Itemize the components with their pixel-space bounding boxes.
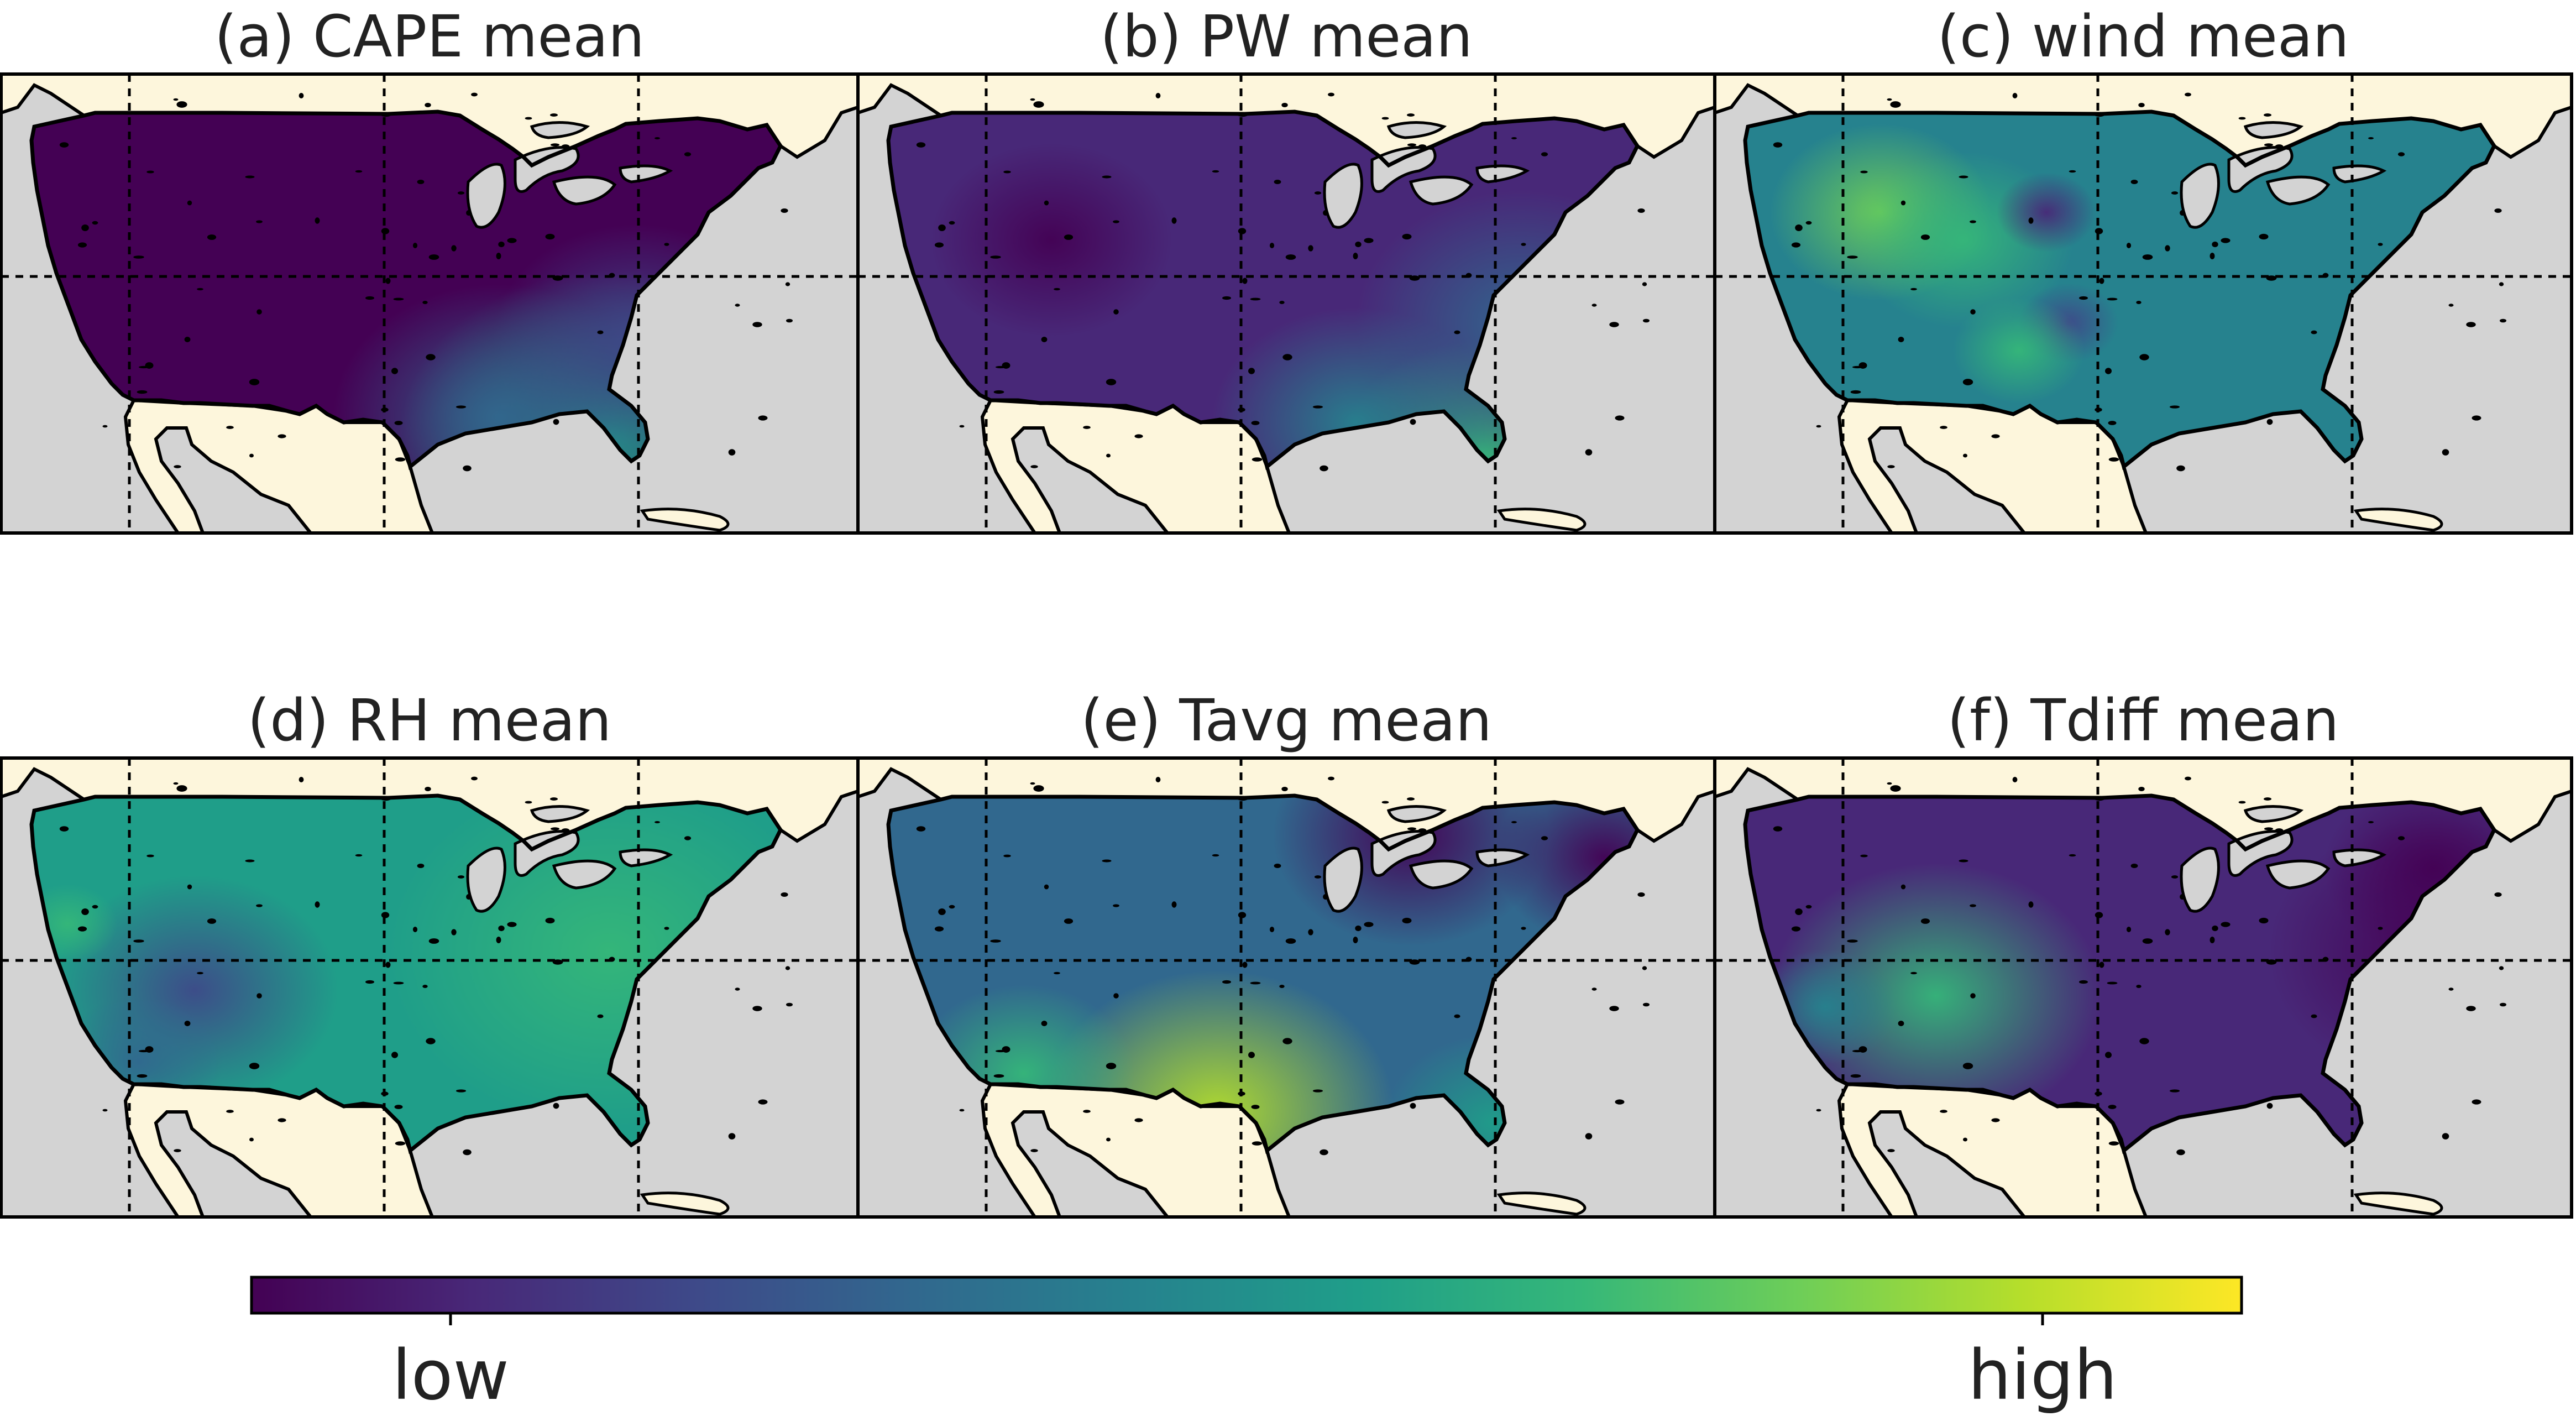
lake [2265,175,2331,206]
gridlines [858,74,1715,533]
inland-water-specks [59,92,793,472]
inland-water-specks [916,92,1650,472]
colorbar: low high [250,1276,2243,1415]
gridlines [858,758,1715,1217]
us-coastline [29,109,783,471]
colorbar-gradient [250,1276,2243,1315]
lake [552,175,617,206]
caribbean-land [2353,508,2443,532]
us-coastline [886,793,1640,1154]
lake [530,805,590,823]
inland-water-specks [59,776,793,1156]
lake [514,830,580,877]
panel-title: (c) wind mean [1937,3,2349,70]
lake [1409,175,1474,206]
lake [619,164,673,184]
us-coastline [29,793,783,1154]
panel-title: (b) PW mean [1100,3,1473,70]
gridlines [1,758,858,1217]
lake [2243,805,2304,823]
map-panel-c: (c) wind mean [1713,3,2573,535]
caribbean-land [1496,508,1587,532]
lake [1409,859,1474,890]
colorbar-low-label: low [392,1336,509,1415]
panel-title: (f) Tdiff mean [1947,687,2339,754]
lake [2332,164,2387,184]
lake [619,848,673,868]
map-panel-d: (d) RH mean [0,687,860,1219]
gridlines [1,74,858,533]
lake [1370,146,1437,193]
panel-title: (e) Tavg mean [1081,687,1492,754]
colorbar-high-label: high [1968,1336,2117,1415]
caribbean-land [2353,1192,2443,1216]
caribbean-land [640,1192,730,1216]
us-coastline [886,109,1640,471]
panel-frame [1713,756,2573,1219]
panel-title: (a) CAPE mean [214,3,645,70]
lake [1386,121,1447,139]
us-coastline [1743,109,2497,471]
panel-title: (d) RH mean [248,687,612,754]
lake [2227,146,2294,193]
lake [1386,805,1447,823]
map-panel-e: (e) Tavg mean [856,687,1716,1219]
lake [2265,859,2331,890]
lake [530,121,590,139]
map-panel-a: (a) CAPE mean [0,3,860,535]
gridlines [1715,74,2572,533]
lake [2243,121,2304,139]
inland-water-specks [1773,92,2506,472]
map-panels: (a) CAPE mean (b) PW mean (c) wind mean (d)… [0,3,2573,1219]
panel-frame [1713,72,2573,535]
lake [2227,830,2294,877]
lake [1475,164,1530,184]
inland-water-specks [916,776,1650,1156]
lake [514,146,580,193]
us-coastline [1743,793,2497,1154]
lake [2332,848,2387,868]
lake [1370,830,1437,877]
gridlines [1715,758,2572,1217]
caribbean-land [640,508,730,532]
map-panel-b: (b) PW mean [856,3,1716,535]
lake [552,859,617,890]
lake [1475,848,1530,868]
caribbean-land [1496,1192,1587,1216]
map-panel-f: (f) Tdiff mean [1713,687,2573,1219]
